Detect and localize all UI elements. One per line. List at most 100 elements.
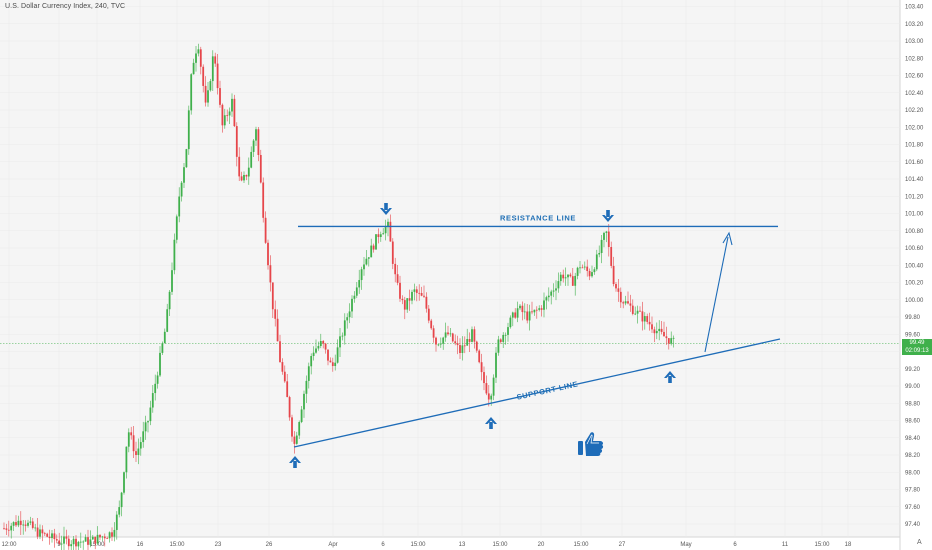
candle-body — [663, 331, 665, 337]
candle-body — [319, 341, 322, 347]
candle-body — [463, 345, 466, 347]
candle-body — [180, 182, 183, 197]
candle-body — [252, 140, 255, 152]
time-tick-label: 23 — [215, 542, 222, 548]
candle-body — [199, 49, 202, 67]
candle-body — [159, 352, 161, 376]
support-line[interactable] — [293, 338, 781, 448]
candle-body — [84, 537, 87, 542]
candle-body — [622, 302, 625, 304]
candle-body — [619, 291, 622, 303]
candle-body — [175, 216, 178, 240]
candle-body — [425, 296, 428, 309]
candle-body — [571, 276, 574, 286]
candle-body — [466, 339, 469, 346]
candle-body — [231, 98, 233, 112]
candle-body — [137, 448, 140, 456]
candle-body — [19, 520, 22, 525]
candle-body — [331, 362, 334, 367]
candle-body — [502, 334, 505, 342]
candle-body — [171, 270, 173, 292]
time-tick-label: 15:00 — [410, 542, 426, 548]
candle-body — [384, 227, 387, 234]
candle-body — [259, 154, 262, 183]
candle-body — [444, 332, 447, 338]
candle-body — [130, 432, 133, 436]
candle-body — [245, 174, 248, 177]
candle-body — [471, 329, 473, 342]
candle-body — [355, 287, 358, 296]
candle-body — [17, 520, 20, 526]
price-tick-label: 98.60 — [905, 419, 921, 425]
time-tick-label: 11 — [782, 542, 789, 548]
candle-body — [53, 533, 56, 540]
price-tick-label: 103.00 — [905, 39, 924, 45]
candle-body — [91, 536, 94, 540]
candle-body — [454, 341, 457, 344]
candle-body — [197, 49, 200, 54]
candle-body — [307, 366, 310, 381]
price-tick-label: 101.40 — [905, 177, 924, 183]
candle-body — [511, 312, 514, 318]
candle-body — [156, 375, 159, 384]
candle-body — [89, 539, 92, 545]
price-tick-label: 100.40 — [905, 263, 924, 269]
candle-body — [7, 529, 10, 531]
candle-body — [255, 129, 257, 141]
candle-body — [269, 265, 272, 283]
price-tick-label: 103.20 — [905, 22, 924, 28]
price-tick-label: 99.80 — [905, 315, 921, 321]
time-tick-label: 26 — [266, 542, 273, 548]
candle-body — [497, 339, 500, 353]
candle-body — [219, 88, 221, 105]
candle-body — [240, 176, 243, 181]
candle-body — [406, 298, 409, 310]
price-tick-label: 98.40 — [905, 436, 921, 442]
price-tick-label: 103.40 — [905, 5, 924, 11]
candle-body — [324, 343, 327, 350]
candle-body — [274, 309, 277, 319]
candle-body — [101, 536, 104, 538]
candle-body — [67, 538, 70, 547]
candle-body — [492, 377, 495, 396]
price-tick-label: 99.20 — [905, 367, 921, 373]
candle-body — [581, 267, 584, 269]
candle-body — [24, 524, 27, 526]
candle-body — [163, 331, 166, 344]
auto-scale-icon[interactable]: A — [917, 539, 922, 546]
candle-body — [127, 432, 130, 447]
candle-body — [51, 533, 53, 539]
candle-body — [567, 274, 569, 278]
candle-body — [178, 196, 181, 217]
price-axis[interactable] — [900, 0, 932, 550]
time-axis[interactable] — [0, 537, 900, 550]
candle-body — [627, 301, 629, 304]
candle-body — [120, 492, 123, 508]
price-tick-label: 97.80 — [905, 488, 921, 494]
candle-body — [555, 288, 557, 291]
candle-body — [123, 472, 125, 493]
candle-body — [132, 435, 135, 452]
candle-body — [430, 320, 433, 329]
candle-body — [509, 317, 512, 328]
candle-body — [586, 266, 589, 272]
candle-body — [82, 541, 85, 543]
thumbs-up-icon — [578, 432, 604, 456]
candle-body — [437, 344, 440, 346]
candle-body — [75, 538, 77, 547]
candle-body — [281, 362, 284, 372]
candle-body — [552, 290, 555, 292]
candle-body — [526, 311, 529, 321]
candle-body — [456, 343, 459, 346]
candle-body — [111, 532, 113, 537]
candle-body — [670, 338, 673, 344]
candle-body — [543, 300, 545, 310]
candle-body — [226, 115, 229, 117]
arrow-up-icon — [289, 456, 301, 468]
candle-body — [646, 316, 649, 322]
candle-body — [600, 239, 603, 253]
candle-body — [636, 310, 639, 314]
candle-body — [36, 527, 39, 537]
candle-body — [288, 397, 291, 418]
